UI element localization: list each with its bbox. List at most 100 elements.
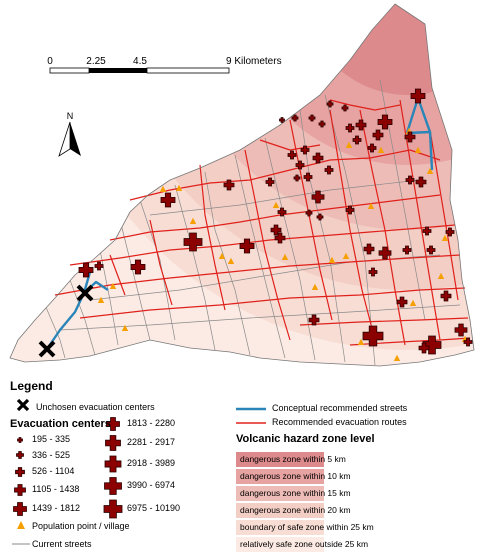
- evacuation-center-41: [402, 245, 412, 255]
- legend-class-8: 2918 - 3989: [127, 458, 176, 468]
- scale-tick-0: 0: [47, 56, 53, 67]
- legend-center-class-1-icon: [17, 437, 23, 443]
- evacuation-center-10: [377, 114, 393, 130]
- zone-row-6: relatively safe zone outside 25 km: [236, 537, 474, 552]
- evacuation-center-19: [324, 165, 334, 175]
- evacuation-center-53: [308, 314, 320, 326]
- legend-class-7: 2281 - 2917: [127, 437, 176, 447]
- evacuation-center-42: [445, 227, 455, 237]
- legend-class-5: 1439 - 1812: [32, 503, 81, 513]
- population-point-3: [227, 257, 235, 264]
- evacuation-center-25: [311, 190, 325, 204]
- evacuation-center-32: [239, 238, 255, 254]
- legend-class-1: 195 - 335: [32, 434, 71, 444]
- evacuation-center-22: [265, 177, 275, 187]
- north-label: N: [67, 111, 74, 121]
- evacuation-center-11: [372, 129, 384, 141]
- zone-swatch-4: [236, 503, 324, 518]
- zone-row-4: dangerous zone within 20 km: [236, 503, 474, 518]
- population-point-17: [218, 252, 226, 259]
- population-point-23: [342, 252, 350, 259]
- evacuation-center-50: [422, 335, 442, 355]
- legend-center-class-7-icon: [105, 435, 121, 451]
- legend-center-class-8-icon: [104, 455, 122, 473]
- scale-tick-2: 4.5: [133, 56, 147, 67]
- population-point-24: [272, 201, 280, 208]
- evacuation-center-16: [287, 150, 297, 160]
- legend-center-class-2-icon: [16, 451, 24, 459]
- legend-center-symbols: [13, 417, 123, 519]
- evacuation-center-28: [316, 213, 324, 221]
- population-point-16: [311, 283, 319, 290]
- scale-tick-3: 9 Kilometers: [226, 56, 282, 67]
- population-point-14: [409, 299, 417, 306]
- zone-swatch-1: [236, 452, 324, 467]
- evacuation-center-29: [305, 209, 313, 217]
- legend-title: Legend: [10, 379, 53, 393]
- legend-center-class-6-icon: [106, 417, 120, 431]
- evacuation-center-23: [223, 179, 235, 191]
- zone-row-1: dangerous zone within 5 km: [236, 452, 474, 467]
- population-point-5: [328, 256, 336, 263]
- population-point-6: [367, 202, 375, 209]
- population-point-22: [357, 338, 365, 345]
- population-point-18: [109, 282, 117, 289]
- scale-tick-1: 2.25: [86, 56, 106, 67]
- evacuation-center-39: [415, 176, 427, 188]
- evacuation-centers: [78, 88, 473, 355]
- population-point-7: [377, 146, 385, 153]
- zone-swatch-2: [236, 469, 324, 484]
- legend-class-9: 3990 - 6974: [127, 480, 176, 490]
- zone-label-3: dangerous zone within 15 km: [240, 488, 351, 498]
- evacuation-center-46: [396, 296, 408, 308]
- evacuation-center-18: [295, 160, 305, 170]
- legend-center-class-5-icon: [13, 502, 27, 516]
- zone-swatch-5: [236, 520, 324, 535]
- evacuation-center-12: [352, 135, 362, 145]
- evacuation-center-3: [341, 104, 349, 112]
- legend-class-3: 526 - 1104: [32, 466, 75, 476]
- evacuation-center-37: [78, 262, 94, 278]
- legend-streets-label: Current streets: [32, 539, 92, 549]
- population-point-12: [437, 272, 445, 279]
- evacuation-center-34: [363, 243, 375, 255]
- unchosen-centers: [38, 284, 94, 358]
- evacuation-center-26: [345, 205, 355, 215]
- legend-unchosen-label: Unchosen evacuation centers: [36, 402, 155, 412]
- evacuation-center-5: [318, 120, 326, 128]
- evacuation-center-24: [160, 192, 176, 208]
- evacuation-center-8: [345, 123, 355, 133]
- legend-center-class-4-icon: [14, 484, 26, 496]
- evacuation-center-4: [308, 114, 316, 122]
- study-area-outline: [9, 3, 475, 367]
- legend-class-6: 1813 - 2280: [127, 418, 176, 428]
- evacuation-center-43: [422, 226, 432, 236]
- evacuation-center-17: [312, 152, 324, 164]
- evacuation-center-6: [291, 114, 299, 122]
- population-point-19: [121, 324, 129, 331]
- legend-graphics: [12, 398, 266, 545]
- evacuation-center-7: [279, 117, 285, 123]
- legend-routes-label: Recommended evacuation routes: [272, 417, 407, 427]
- evacuation-center-1: [410, 88, 426, 104]
- evacuation-center-45: [368, 267, 378, 277]
- evacuation-center-14: [404, 131, 416, 143]
- population-point-21: [97, 296, 105, 303]
- population-point-2: [189, 217, 197, 224]
- evacuation-center-15: [300, 145, 310, 155]
- legend-centers-title: Evacuation centers: [10, 418, 111, 430]
- population-point-4: [281, 253, 289, 260]
- zone-label-6: relatively safe zone outside 25 km: [240, 539, 369, 549]
- evacuation-center-33: [183, 232, 203, 252]
- population-point-13: [393, 354, 401, 361]
- population-point-10: [414, 146, 422, 153]
- zone-swatch-6: [236, 537, 324, 552]
- legend-center-class-10-icon: [103, 499, 123, 519]
- north-arrow-icon: N: [58, 111, 81, 157]
- legend-population-label: Population point / village: [32, 521, 130, 531]
- population-point-1: [175, 184, 183, 191]
- evacuation-center-2: [326, 100, 334, 108]
- evacuation-center-47: [362, 325, 384, 347]
- legend-class-10: 6975 - 10190: [127, 503, 181, 513]
